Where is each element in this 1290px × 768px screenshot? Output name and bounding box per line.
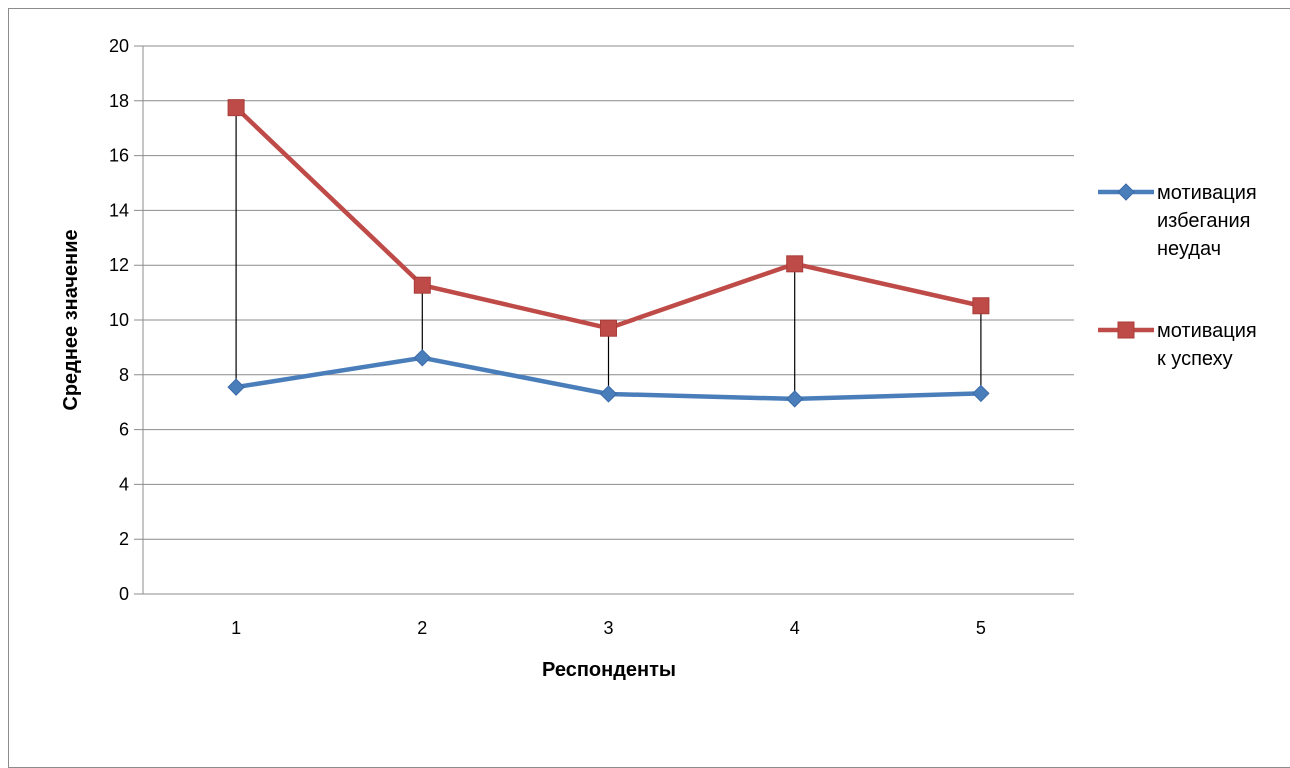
series-2-point-3 bbox=[600, 319, 617, 337]
high-low-lines bbox=[235, 107, 982, 399]
legend-label-1-line-1: мотивация bbox=[1157, 182, 1257, 204]
series-2-point-4 bbox=[786, 255, 804, 273]
legend-marker-2 bbox=[1117, 321, 1135, 339]
y-tick-label-18: 18 bbox=[109, 91, 129, 111]
y-tick-label-12: 12 bbox=[109, 255, 129, 275]
series-1-point-3 bbox=[599, 385, 618, 403]
legend: мотивация избегания неудач мотивация к успех… bbox=[1098, 182, 1257, 370]
y-tick-label-8: 8 bbox=[119, 365, 129, 385]
legend-label-1-line-2: избегания bbox=[1157, 210, 1251, 232]
x-tick-label-3: 3 bbox=[603, 618, 613, 638]
x-tick-labels: 1 2 3 4 5 bbox=[231, 618, 986, 638]
series-1-point-5 bbox=[972, 384, 990, 403]
series-line-2 bbox=[234, 106, 982, 331]
legend-label-2-line-1: мотивация bbox=[1157, 320, 1257, 342]
legend-label-2-line-2: к успеху bbox=[1157, 348, 1233, 370]
legend-marker-1 bbox=[1117, 183, 1135, 201]
series-1-point-2 bbox=[413, 349, 432, 367]
y-tick-label-16: 16 bbox=[109, 146, 129, 166]
x-tick-label-4: 4 bbox=[790, 618, 800, 638]
x-tick-label-1: 1 bbox=[231, 618, 241, 638]
y-tick-label-14: 14 bbox=[109, 200, 129, 220]
y-tick-label-0: 0 bbox=[119, 584, 129, 604]
legend-label-1-line-3: неудач bbox=[1157, 238, 1221, 260]
series-1-point-1 bbox=[227, 378, 245, 396]
y-tick-label-20: 20 bbox=[109, 36, 129, 56]
y-tick-labels: 0 2 4 6 8 10 12 14 16 18 20 bbox=[109, 36, 129, 604]
series-2-point-5 bbox=[972, 297, 990, 315]
y-tick-label-6: 6 bbox=[119, 420, 129, 440]
x-axis-title: Респонденты bbox=[542, 659, 676, 681]
y-tick-label-2: 2 bbox=[119, 529, 129, 549]
series-2-point-1 bbox=[227, 99, 245, 117]
y-tick-label-10: 10 bbox=[109, 310, 129, 330]
x-tick-label-5: 5 bbox=[976, 618, 986, 638]
y-tick-label-4: 4 bbox=[119, 474, 129, 494]
gridlines bbox=[134, 45, 1074, 595]
y-axis-title: Среднее значение bbox=[60, 229, 82, 410]
x-tick-label-2: 2 bbox=[417, 618, 427, 638]
series-1-point-4 bbox=[785, 390, 804, 408]
series-2-point-2 bbox=[413, 276, 431, 294]
series bbox=[227, 99, 990, 408]
